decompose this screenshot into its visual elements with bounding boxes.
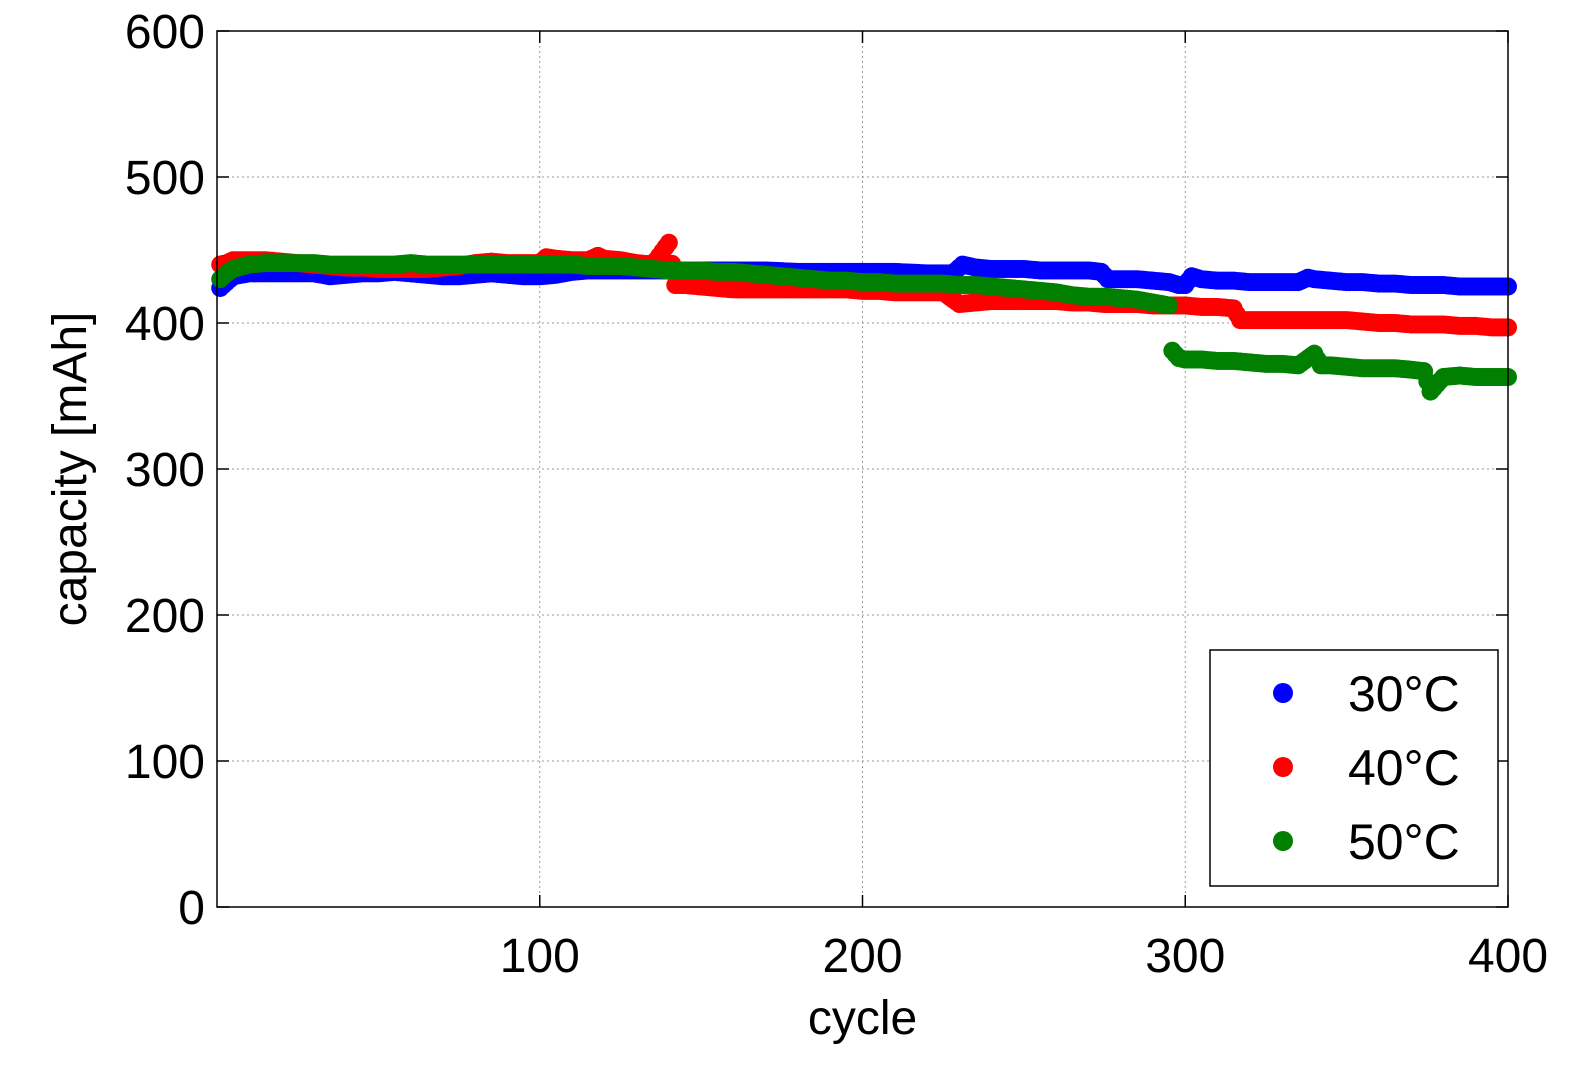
grid bbox=[217, 31, 1508, 907]
y-tick-label: 600 bbox=[125, 6, 205, 59]
legend-marker bbox=[1273, 831, 1293, 851]
legend-label: 30°C bbox=[1348, 666, 1460, 722]
x-tick-label: 400 bbox=[1468, 930, 1548, 983]
x-tick-labels: 100 200 300 400 bbox=[500, 930, 1548, 983]
legend-box bbox=[1209, 649, 1499, 887]
legend-entry: 50°C bbox=[1273, 814, 1460, 870]
y-tick-label: 500 bbox=[125, 152, 205, 205]
y-tick-label: 200 bbox=[125, 590, 205, 643]
x-tick-label: 300 bbox=[1145, 930, 1225, 983]
series-layer bbox=[211, 233, 1517, 401]
series-3 bbox=[211, 254, 1517, 401]
y-tick-label: 100 bbox=[125, 736, 205, 789]
y-tick-labels: 0 100 200 300 400 500 600 bbox=[125, 6, 205, 935]
x-tick-label: 100 bbox=[500, 930, 580, 983]
y-tick-label: 400 bbox=[125, 298, 205, 351]
legend-marker bbox=[1273, 683, 1293, 703]
plot-frame bbox=[216, 30, 1509, 908]
y-tick-label: 300 bbox=[125, 444, 205, 497]
legend-label: 50°C bbox=[1348, 814, 1460, 870]
data-point bbox=[659, 233, 678, 252]
y-axis-label: capacity [mAh] bbox=[44, 312, 97, 627]
legend-marker bbox=[1273, 757, 1293, 777]
legend: 30°C 40°C 50°C bbox=[1209, 649, 1499, 887]
x-tick-label: 200 bbox=[822, 930, 902, 983]
legend-entry: 30°C bbox=[1273, 666, 1460, 722]
data-point bbox=[1160, 296, 1179, 315]
x-axis-label: cycle bbox=[808, 992, 917, 1045]
y-tick-label: 0 bbox=[178, 882, 205, 935]
legend-entry: 40°C bbox=[1273, 740, 1460, 796]
legend-label: 40°C bbox=[1348, 740, 1460, 796]
